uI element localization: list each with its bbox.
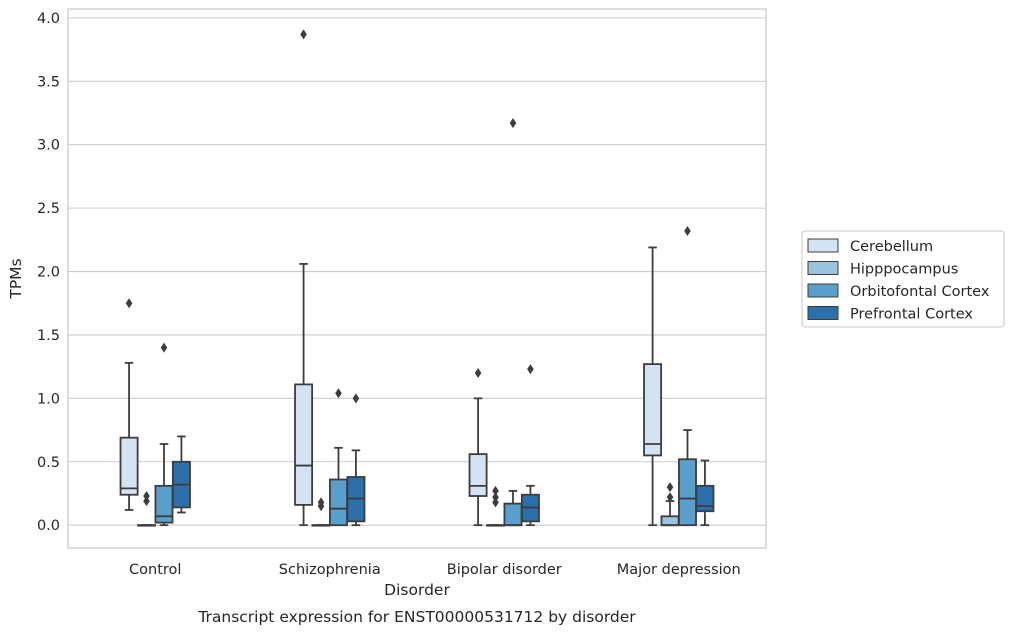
box	[137, 491, 156, 527]
legend-label: Prefrontal Cortex	[850, 307, 973, 323]
y-tick-label: 1.5	[37, 328, 60, 344]
outlier-point	[352, 393, 360, 404]
y-axis-label: TPMs	[7, 258, 25, 299]
x-tick-label: Control	[129, 562, 181, 578]
outlier-point	[492, 485, 499, 496]
box-iqr	[468, 453, 488, 497]
y-tick-label: 2.5	[37, 201, 60, 217]
outlier-point	[492, 497, 499, 508]
legend-label: Orbitofontal Cortex	[850, 284, 990, 300]
y-tick-label: 0.0	[37, 518, 60, 534]
x-tick-label: Bipolar disorder	[447, 562, 562, 578]
y-tick-label: 1.0	[37, 391, 60, 407]
legend: Cerebellum Hipppocampus Orbitofontal Corte…	[801, 230, 1005, 328]
outlier-point	[143, 491, 150, 502]
outlier-point	[317, 497, 325, 508]
outlier-point	[509, 118, 517, 129]
legend-label: Cerebellum	[850, 239, 933, 255]
outlier-point	[492, 492, 499, 503]
box-series	[119, 29, 715, 527]
outlier-point	[684, 225, 691, 236]
box	[520, 364, 540, 527]
box	[171, 435, 191, 514]
chart-caption: Transcript expression for ENST0000053171…	[197, 608, 636, 626]
y-tick-label: 3.0	[37, 138, 60, 154]
y-tick-label: 3.5	[37, 74, 60, 90]
outlier-point	[527, 364, 534, 375]
plot-frame	[67, 8, 767, 549]
box	[119, 298, 139, 511]
outlier-point	[474, 367, 482, 378]
legend-swatch	[807, 283, 839, 298]
y-axis-ticks: 0.0 0.5 1.0 1.5 2.0 2.5 3.0 3.5 4.0	[37, 11, 60, 534]
box-iqr	[119, 436, 139, 496]
box-iqr	[695, 484, 715, 513]
box	[643, 246, 663, 527]
outlier-point	[143, 496, 150, 507]
box	[503, 118, 523, 527]
y-tick-label: 2.0	[37, 265, 60, 281]
outlier-point	[335, 388, 342, 399]
outlier-point	[160, 342, 168, 353]
legend-swatch	[807, 238, 839, 253]
outlier-point	[300, 29, 307, 40]
box-iqr	[503, 502, 523, 527]
box	[294, 29, 314, 527]
y-tick-label: 0.5	[37, 455, 60, 471]
box-iqr	[660, 515, 680, 527]
x-axis-ticks: Control Schizophrenia Bipolar disorder Majo…	[129, 562, 741, 578]
legend-swatch	[807, 261, 839, 275]
box-iqr	[643, 363, 663, 457]
box-iqr	[329, 478, 348, 527]
legend-label: Hipppocampus	[850, 262, 958, 278]
box-iqr	[294, 383, 314, 506]
box	[346, 393, 366, 527]
legend-swatch	[807, 306, 839, 320]
x-tick-label: Schizophrenia	[279, 562, 381, 578]
outlier-point	[125, 298, 133, 309]
box-iqr	[678, 458, 697, 527]
outlier-point	[666, 492, 674, 503]
grid-lines	[68, 17, 766, 526]
x-axis-label: Disorder	[384, 581, 450, 599]
x-tick-label: Major depression	[617, 562, 741, 578]
box	[468, 367, 488, 527]
y-tick-label: 4.0	[37, 11, 60, 27]
box	[486, 485, 505, 527]
legend-frame	[801, 230, 1005, 328]
box	[660, 482, 680, 527]
box	[695, 459, 715, 527]
outlier-point	[666, 482, 674, 493]
